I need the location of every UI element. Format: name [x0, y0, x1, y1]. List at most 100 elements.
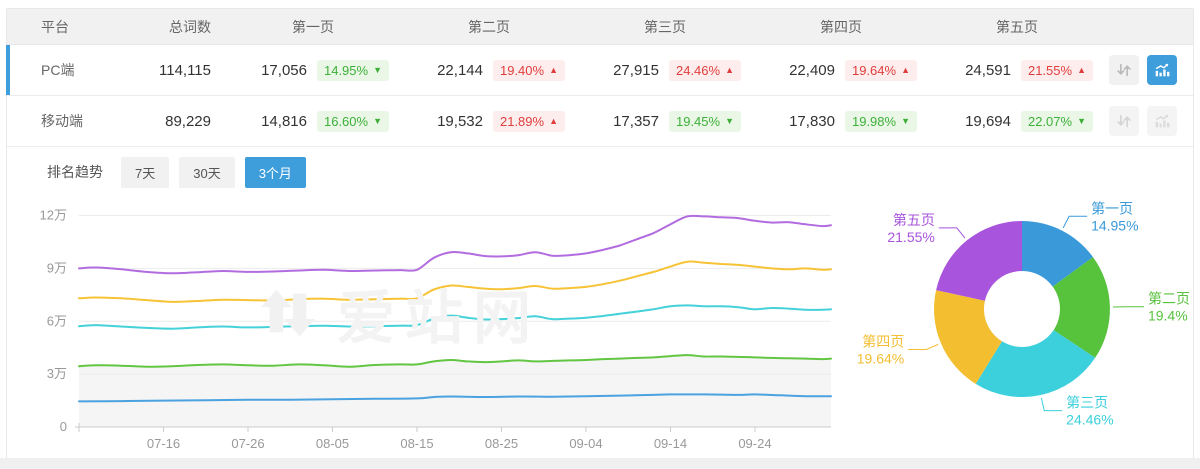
y-tick-label: 0: [60, 419, 67, 434]
page2-change-badge: 19.40% ▲: [492, 59, 565, 81]
x-tick-label: 09-24: [738, 436, 771, 451]
col-header-page4: 第四页: [820, 18, 862, 35]
page4-cell: 22,409 19.64% ▲: [753, 59, 929, 81]
x-tick-label: 08-05: [316, 436, 349, 451]
x-tick-label: 07-16: [147, 436, 180, 451]
rank-trend-line-chart[interactable]: 07-16 07-26 08-05 08-15 08-25 09-04 09-14 09-24…: [7, 189, 837, 457]
donut-label-line: [908, 344, 939, 350]
donut-slice-pct: 19.64%: [857, 351, 904, 367]
trend-arrow-icon: ▼: [373, 115, 382, 126]
donut-slice-name: 第一页: [1091, 200, 1133, 216]
page1-cell: 17,056 14.95% ▼: [225, 59, 401, 81]
page4-count: 17,830: [789, 112, 835, 130]
sort-updown-button[interactable]: [1109, 55, 1139, 85]
table-row-pc[interactable]: PC端 114,115 17,056 14.95% ▼ 22,144 19.40%…: [6, 45, 1193, 95]
page3-cell: 27,915 24.46% ▲: [577, 59, 753, 81]
donut-slice-第一页[interactable]: [1022, 221, 1093, 287]
donut-slice-pct: 21.55%: [887, 229, 934, 245]
page3-cell: 17,357 19.45% ▼: [577, 110, 753, 132]
page2-count: 22,144: [437, 61, 483, 79]
trend-line-chart-area: 爱站网 07-16 07-26 08-05 08-15 08-25 09-04 09-14 0…: [7, 189, 837, 462]
trend-chart-button[interactable]: [1147, 55, 1177, 85]
donut-slice-第五页[interactable]: [936, 221, 1022, 301]
donut-slice-第四页[interactable]: [934, 290, 1002, 384]
trend-arrow-icon: ▼: [901, 115, 910, 126]
page5-change-badge: 22.07% ▼: [1020, 110, 1093, 132]
y-tick-label: 12万: [40, 208, 67, 223]
charts-row: 爱站网 07-16 07-26 08-05 08-15 08-25 09-04 09-14 0…: [7, 189, 1193, 462]
updown-arrows-icon: [1117, 63, 1131, 77]
page1-count: 17,056: [261, 61, 307, 79]
donut-slice-第三页[interactable]: [975, 330, 1096, 398]
page5-count: 19,694: [965, 112, 1011, 130]
col-header-page3: 第三页: [644, 18, 686, 35]
tab-7-days[interactable]: 7天: [121, 156, 170, 188]
updown-arrows-icon: [1117, 114, 1131, 128]
trend-chart-icon: [1155, 63, 1170, 77]
donut-slice-name: 第五页: [893, 212, 935, 228]
page4-count: 22,409: [789, 61, 835, 79]
platform-label: 移动端: [41, 113, 83, 129]
donut-slice-pct: 19.4%: [1148, 308, 1188, 324]
page2-cell: 19,532 21.89% ▲: [401, 110, 577, 132]
trend-arrow-icon: ▼: [725, 115, 734, 126]
y-tick-label: 6万: [47, 313, 67, 328]
trend-arrow-icon: ▼: [1077, 115, 1086, 126]
trend-line-purple: [78, 214, 832, 275]
table-header-row: 平台 总词数 第一页 第二页 第三页 第四页 第五页: [7, 9, 1193, 45]
page5-change-badge: 21.55% ▲: [1020, 59, 1093, 81]
trend-arrow-icon: ▲: [725, 64, 734, 75]
page1-cell: 14,816 16.60% ▼: [225, 110, 401, 132]
total-words-value: 89,229: [165, 112, 211, 130]
trend-chart-button[interactable]: [1147, 106, 1177, 136]
trend-arrow-icon: ▲: [1077, 64, 1086, 75]
page3-count: 17,357: [613, 112, 659, 130]
tab-3-months[interactable]: 3个月: [244, 156, 306, 188]
donut-label-line: [1062, 215, 1088, 229]
x-tick-label: 08-15: [400, 436, 433, 451]
page3-change-badge: 24.46% ▲: [668, 59, 741, 81]
col-header-platform: 平台: [41, 18, 69, 35]
trend-arrow-icon: ▼: [373, 64, 382, 75]
row-actions: [1105, 106, 1193, 136]
x-tick-label: 08-25: [485, 436, 518, 451]
trend-chart-icon: [1155, 114, 1170, 128]
page-bottom-strip: [0, 458, 1200, 469]
donut-slice-pct: 14.95%: [1091, 217, 1138, 233]
trend-line-yellow: [78, 260, 832, 303]
row-actions: [1105, 55, 1193, 85]
trend-arrow-icon: ▲: [549, 64, 558, 75]
x-tick-label: 07-26: [231, 436, 264, 451]
donut-slice-name: 第四页: [862, 334, 904, 350]
total-words-value: 114,115: [159, 61, 211, 79]
col-header-page1: 第一页: [292, 18, 334, 35]
trend-section-title: 排名趋势: [47, 164, 103, 180]
page2-count: 19,532: [437, 112, 483, 130]
donut-slice-name: 第三页: [1066, 395, 1108, 411]
col-header-total-words: 总词数: [169, 18, 211, 35]
tab-30-days[interactable]: 30天: [179, 156, 235, 188]
area-fill: [79, 355, 831, 427]
page-share-donut-area: 第一页 14.95% 第二页 19.4% 第三页 24.46% 第四页 19.64% 第五页 21…: [837, 189, 1200, 454]
sort-updown-button[interactable]: [1109, 106, 1139, 136]
platform-label: PC端: [41, 62, 75, 78]
page2-change-badge: 21.89% ▲: [492, 110, 565, 132]
donut-slice-pct: 24.46%: [1066, 412, 1113, 428]
donut-slice-第二页[interactable]: [1052, 257, 1110, 358]
col-header-page2: 第二页: [468, 18, 510, 35]
page1-change-badge: 16.60% ▼: [316, 110, 389, 132]
trend-arrow-icon: ▲: [901, 64, 910, 75]
page5-cell: 19,694 22.07% ▼: [929, 110, 1105, 132]
donut-label-line: [1040, 397, 1063, 412]
page2-cell: 22,144 19.40% ▲: [401, 59, 577, 81]
page4-cell: 17,830 19.98% ▼: [753, 110, 929, 132]
donut-label-line: [938, 227, 966, 239]
trend-line-blue: [78, 393, 832, 403]
page5-cell: 24,591 21.55% ▲: [929, 59, 1105, 81]
page4-change-badge: 19.98% ▼: [844, 110, 917, 132]
table-row-mobile[interactable]: 移动端 89,229 14,816 16.60% ▼ 19,532 21.89% ▲…: [7, 95, 1193, 146]
platform-rank-table: 平台 总词数 第一页 第二页 第三页 第四页 第五页 PC端 114,115 1…: [6, 9, 1193, 147]
trend-line-cyan: [78, 304, 832, 330]
